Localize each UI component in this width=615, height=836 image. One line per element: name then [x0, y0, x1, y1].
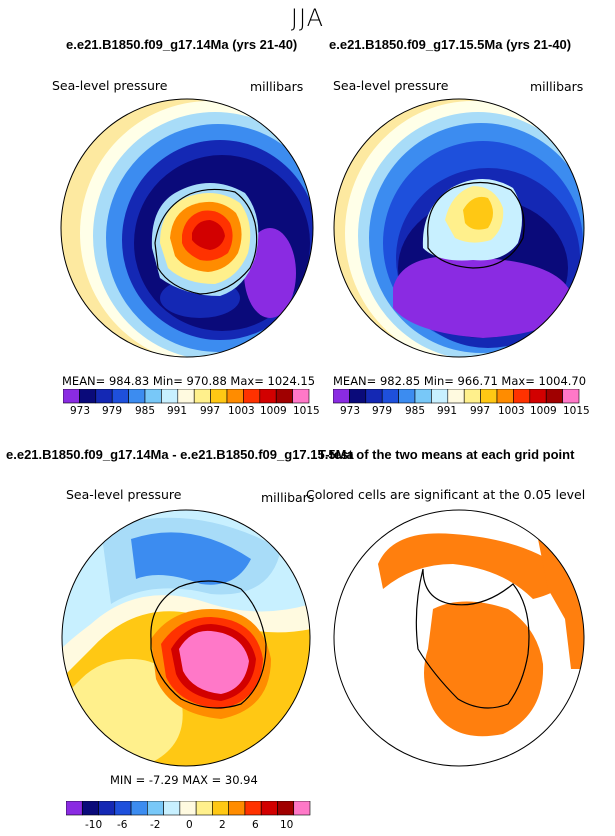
panel3-colorbar — [66, 801, 311, 816]
colorbar-swatch — [111, 389, 129, 404]
panel3-tick: 6 — [252, 819, 259, 831]
colorbar-swatch — [480, 389, 498, 404]
colorbar-swatch — [244, 801, 262, 816]
panel1-variable: Sea-level pressure — [52, 78, 168, 93]
colorbar-swatch — [226, 389, 244, 404]
colorbar-swatch — [545, 389, 563, 404]
colorbar-swatch — [193, 389, 211, 404]
colorbar-swatch — [292, 389, 310, 404]
colorbar-swatch — [179, 801, 197, 816]
colorbar-swatch — [275, 389, 293, 404]
colorbar-swatch — [293, 801, 311, 816]
colorbar-swatch — [79, 389, 97, 404]
panel1-title: e.e21.B1850.f09_g17.14Ma (yrs 21-40) — [66, 37, 298, 52]
colorbar-swatch — [114, 801, 132, 816]
panel2-title: e.e21.B1850.f09_g17.15.5Ma (yrs 21-40) — [329, 37, 572, 52]
panel2-units: millibars — [530, 79, 584, 94]
panel1-colorbar-ticks: 973 979 985 991 997 1003 1009 1015 — [0, 405, 615, 419]
panel1-tick: 1015 — [293, 405, 320, 417]
panel1-stats: MEAN= 984.83 Min= 970.88 Max= 1024.15 — [62, 374, 316, 388]
colorbar-swatch — [260, 801, 278, 816]
panel2-tick: 991 — [437, 405, 458, 417]
colorbar-swatch — [447, 389, 465, 404]
panel1-units: millibars — [250, 79, 304, 94]
colorbar-swatch — [195, 801, 213, 816]
panel1-tick: 1009 — [260, 405, 287, 417]
colorbar-swatch — [463, 389, 481, 404]
panel1-tick: 979 — [102, 405, 123, 417]
colorbar-swatch — [243, 389, 261, 404]
colorbar-swatch — [228, 801, 246, 816]
panel2-tick: 985 — [405, 405, 426, 417]
panel3-map — [61, 509, 311, 767]
panel1-tick: 997 — [200, 405, 221, 417]
panel1-tick: 991 — [167, 405, 188, 417]
panel2-tick: 1009 — [530, 405, 557, 417]
colorbar-swatch — [398, 389, 416, 404]
panel3-tick: 2 — [219, 819, 226, 831]
panel3-variable: Sea-level pressure — [66, 487, 182, 502]
colorbar-swatch — [349, 389, 367, 404]
colorbar-swatch — [177, 389, 195, 404]
colorbar-swatch — [212, 801, 229, 816]
colorbar-swatch — [98, 801, 116, 816]
panel3-tick: -10 — [85, 819, 103, 831]
colorbar-swatch — [496, 389, 514, 404]
colorbar-swatch — [63, 389, 80, 404]
panel2-colorbar-ticks: 973 979 985 991 997 1003 1009 1015 — [0, 405, 615, 419]
colorbar-swatch — [381, 389, 399, 404]
colorbar-swatch — [513, 389, 531, 404]
colorbar-swatch — [414, 389, 432, 404]
colorbar-swatch — [277, 801, 295, 816]
panel2-tick: 1015 — [563, 405, 590, 417]
panel1-tick: 973 — [70, 405, 91, 417]
colorbar-swatch — [161, 389, 179, 404]
panel2-stats: MEAN= 982.85 Min= 966.71 Max= 1004.70 — [333, 374, 587, 388]
panel2-variable: Sea-level pressure — [333, 78, 449, 93]
colorbar-swatch — [365, 389, 383, 404]
panel4-note: Colored cells are significant at the 0.0… — [306, 487, 586, 502]
panel3-colorbar-ticks: -10 -6 -2 0 2 6 10 — [0, 819, 615, 833]
panel2-tick: 1003 — [498, 405, 525, 417]
colorbar-swatch — [66, 801, 83, 816]
colorbar-swatch — [333, 389, 350, 404]
panel3-tick: -6 — [117, 819, 128, 831]
panel1-map — [60, 98, 314, 358]
panel3-tick: 10 — [280, 819, 294, 831]
panel3-units: millibars — [261, 490, 315, 505]
colorbar-swatch — [128, 389, 146, 404]
colorbar-swatch — [95, 389, 113, 404]
panel3-stats: MIN = -7.29 MAX = 30.94 — [110, 773, 258, 787]
colorbar-swatch — [431, 389, 449, 404]
colorbar-swatch — [81, 801, 99, 816]
panel2-colorbar — [333, 389, 580, 404]
panel1-tick: 1003 — [228, 405, 255, 417]
panel3-title: e.e21.B1850.f09_g17.14Ma - e.e21.B1850.f… — [6, 447, 354, 462]
panel2-tick: 979 — [372, 405, 393, 417]
panel3-tick: -2 — [150, 819, 161, 831]
colorbar-swatch — [144, 389, 162, 404]
colorbar-swatch — [147, 801, 164, 816]
panel2-tick: 997 — [470, 405, 491, 417]
colorbar-swatch — [130, 801, 148, 816]
colorbar-swatch — [163, 801, 181, 816]
panel3-tick: 0 — [186, 819, 193, 831]
panel1-tick: 985 — [135, 405, 156, 417]
season-title: JJA — [290, 4, 325, 32]
colorbar-swatch — [529, 389, 547, 404]
panel2-tick: 973 — [340, 405, 361, 417]
colorbar-swatch — [562, 389, 580, 404]
colorbar-swatch — [210, 389, 228, 404]
panel4-map — [333, 509, 585, 767]
colorbar-swatch — [259, 389, 277, 404]
panel4-title: T-test of the two means at each grid poi… — [318, 447, 575, 462]
panel2-map — [333, 98, 585, 358]
panel1-colorbar — [63, 389, 310, 404]
